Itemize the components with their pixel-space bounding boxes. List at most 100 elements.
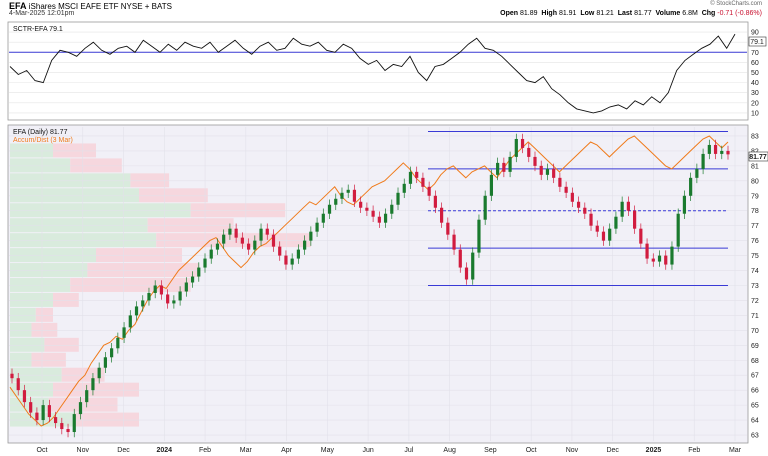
open-label: Open: [500, 10, 519, 17]
candle-body: [16, 378, 20, 391]
copyright: © StockCharts.com: [710, 1, 762, 7]
price-tick-label: 65: [751, 403, 759, 410]
candle-body: [296, 249, 300, 259]
candle-body: [240, 237, 244, 244]
vbp-up-bar: [10, 292, 53, 307]
candle-body: [29, 402, 33, 413]
candle-body: [35, 412, 39, 421]
sctr-tick-label: 90: [751, 30, 759, 37]
candle-body: [371, 210, 375, 217]
candle-body: [327, 204, 332, 214]
vbp-up-bar: [10, 337, 45, 352]
vbp-down-bar: [31, 352, 66, 367]
candle-body: [620, 201, 624, 217]
price-tick-label: 63: [751, 433, 759, 440]
candle-body: [10, 373, 14, 379]
candle-body: [489, 174, 494, 196]
candle-body: [664, 255, 668, 265]
candle-body: [626, 201, 630, 211]
candle-body: [446, 222, 450, 235]
vbp-up-bar: [10, 203, 191, 218]
candle-body: [53, 417, 58, 424]
sctr-tick-label: 50: [751, 70, 759, 77]
vbp-down-bar: [31, 322, 58, 337]
candle-body: [545, 168, 550, 175]
candle-body: [589, 213, 593, 226]
candle-body: [390, 204, 394, 214]
candle-body: [682, 195, 687, 214]
price-tick-label: 64: [751, 418, 759, 425]
symbol-name: iShares MSCI EAFE ETF: [28, 2, 119, 11]
candle-body: [570, 192, 574, 202]
candle-body: [228, 228, 232, 235]
candle-body: [147, 292, 151, 301]
candle-body: [172, 300, 176, 304]
sctr-tick-label: 70: [751, 50, 759, 57]
accum-dist-legend: Accum/Dist (3 Mar): [13, 137, 73, 144]
candle-body: [340, 192, 344, 199]
volume-by-price: [10, 143, 311, 427]
candle-body: [670, 246, 674, 265]
candle-body: [477, 219, 481, 253]
candle-body: [141, 300, 145, 307]
candle-body: [334, 198, 338, 205]
candle-body: [22, 390, 27, 403]
chg-label: Chg: [701, 10, 716, 17]
sctr-tick-label: 20: [751, 100, 759, 107]
candle-body: [159, 285, 164, 295]
x-tick-label: Mar: [240, 447, 253, 454]
price-tick-label: 73: [751, 283, 759, 290]
candle-body: [633, 210, 637, 229]
vbp-down-bar: [61, 367, 105, 382]
candle-body: [527, 147, 531, 157]
x-tick-label: Oct: [37, 447, 48, 454]
x-tick-label: Nov: [77, 447, 90, 454]
low-label: Low: [580, 10, 595, 17]
candle-body: [246, 243, 251, 250]
sctr-tick-label: 60: [751, 60, 759, 67]
candle-body: [271, 234, 276, 247]
candle-body: [215, 243, 220, 250]
x-tick-label: Jun: [362, 447, 373, 454]
price-last-value: 81.77: [749, 154, 767, 161]
candle-body: [72, 414, 76, 433]
candle-body: [433, 195, 437, 208]
candle-body: [110, 348, 114, 358]
vbp-down-bar: [74, 412, 139, 427]
candle-body: [377, 216, 381, 223]
price-tick-label: 76: [751, 238, 759, 245]
candle-body: [91, 378, 95, 391]
symbol-title: EFA iShares MSCI EAFE ETF NYSE + BATS: [9, 1, 172, 11]
candle-body: [440, 207, 444, 223]
sctr-last-value: 79.1: [750, 39, 764, 46]
candle-body: [383, 213, 388, 223]
x-axis: Oct Nov Dec 2024 Feb Mar Apr May Jun Jul Aug Sep Oct…: [37, 447, 742, 454]
price-panel: 8382818079787776757473727170696867666564…: [7, 124, 768, 454]
candle-body: [458, 249, 462, 268]
candle-body: [583, 207, 587, 214]
sctr-tick-label: 30: [751, 90, 759, 97]
vbp-up-bar: [10, 233, 157, 248]
symbol: EFA: [9, 1, 27, 11]
vbp-down-bar: [70, 278, 191, 292]
high-label: High: [541, 10, 557, 17]
quote-summary: Open 81.89 High 81.91 Low 81.21 Last 81.…: [500, 10, 762, 17]
candle-body: [153, 285, 157, 293]
vbp-up-bar: [10, 352, 32, 367]
candle-body: [707, 144, 711, 154]
vbp-down-bar: [35, 307, 53, 322]
candle-body: [676, 213, 680, 247]
price-y-axis: 8382818079787776757473727170696867666564…: [751, 133, 759, 439]
x-tick-label: Apr: [281, 447, 293, 454]
candle-body: [259, 228, 263, 241]
candle-body: [209, 249, 213, 259]
vbp-up-bar: [10, 322, 32, 337]
candle-body: [695, 168, 699, 178]
sctr-panel: 908070605040302010 79.1 SCTR-EFA 79.1: [7, 21, 767, 121]
candle-body: [552, 168, 556, 178]
price-tick-label: 71: [751, 313, 759, 320]
exchange: NYSE + BATS: [120, 2, 172, 11]
price-tick-label: 75: [751, 253, 759, 260]
x-tick-label: 2025: [646, 447, 662, 454]
